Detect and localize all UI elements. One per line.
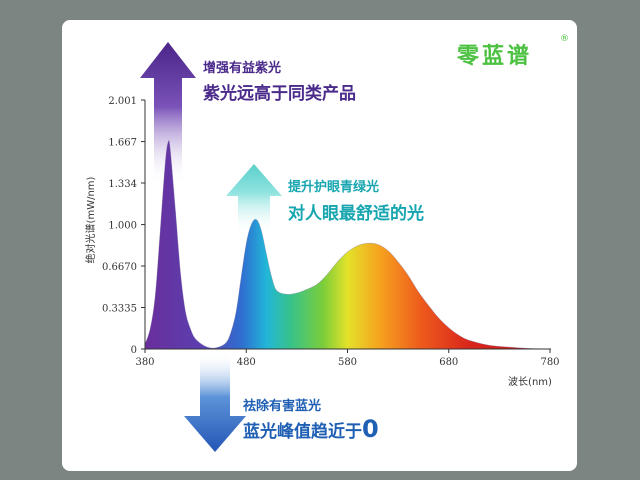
teal-up-arrow-icon xyxy=(226,164,282,235)
purple-up-arrow-icon xyxy=(140,42,196,185)
brand-logo: 零蓝谱 xyxy=(457,44,533,69)
spectrum-area xyxy=(145,140,550,349)
y-tick-label: 0.3335 xyxy=(102,304,137,315)
purple-note-line2: 紫光远高于同类产品 xyxy=(203,84,356,104)
teal-note-line1: 提升护眼青绿光 xyxy=(288,180,380,195)
x-axis-label: 波长(nm) xyxy=(508,375,552,388)
y-tick-label: 1.000 xyxy=(108,221,137,232)
y-tick-label: 0 xyxy=(131,345,137,356)
blue-note-zero: 0 xyxy=(362,415,379,443)
blue-note-text: 蓝光峰值趋近于 xyxy=(243,422,362,442)
purple-note-line1: 增强有益紫光 xyxy=(203,61,282,76)
y-tick-label: 1.667 xyxy=(108,138,137,149)
x-tick-label: 780 xyxy=(540,357,559,368)
x-tick-label: 580 xyxy=(338,357,357,368)
blue-note-line1: 祛除有害蓝光 xyxy=(243,399,322,414)
x-ticks: 380 480 580 680 780 xyxy=(135,349,560,368)
card-background xyxy=(62,20,577,471)
x-tick-label: 680 xyxy=(439,357,458,368)
y-tick-label: 2.001 xyxy=(108,96,137,107)
registered-mark: ® xyxy=(560,34,569,44)
y-tick-label: 1.334 xyxy=(108,179,137,190)
y-ticks: 0 0.3335 0.6670 1.000 1.334 1.667 2.001 xyxy=(102,96,145,356)
y-tick-label: 0.6670 xyxy=(102,262,137,273)
y-axis-label: 绝对光谱(mW/nm) xyxy=(84,176,97,263)
spectrum-line xyxy=(144,140,551,350)
blue-down-arrow-icon xyxy=(184,352,246,452)
blue-note-line2: 蓝光峰值趋近于0 xyxy=(243,415,379,443)
x-tick-label: 480 xyxy=(237,357,256,368)
x-tick-label: 380 xyxy=(135,357,154,368)
teal-note-line2: 对人眼最舒适的光 xyxy=(288,204,424,224)
